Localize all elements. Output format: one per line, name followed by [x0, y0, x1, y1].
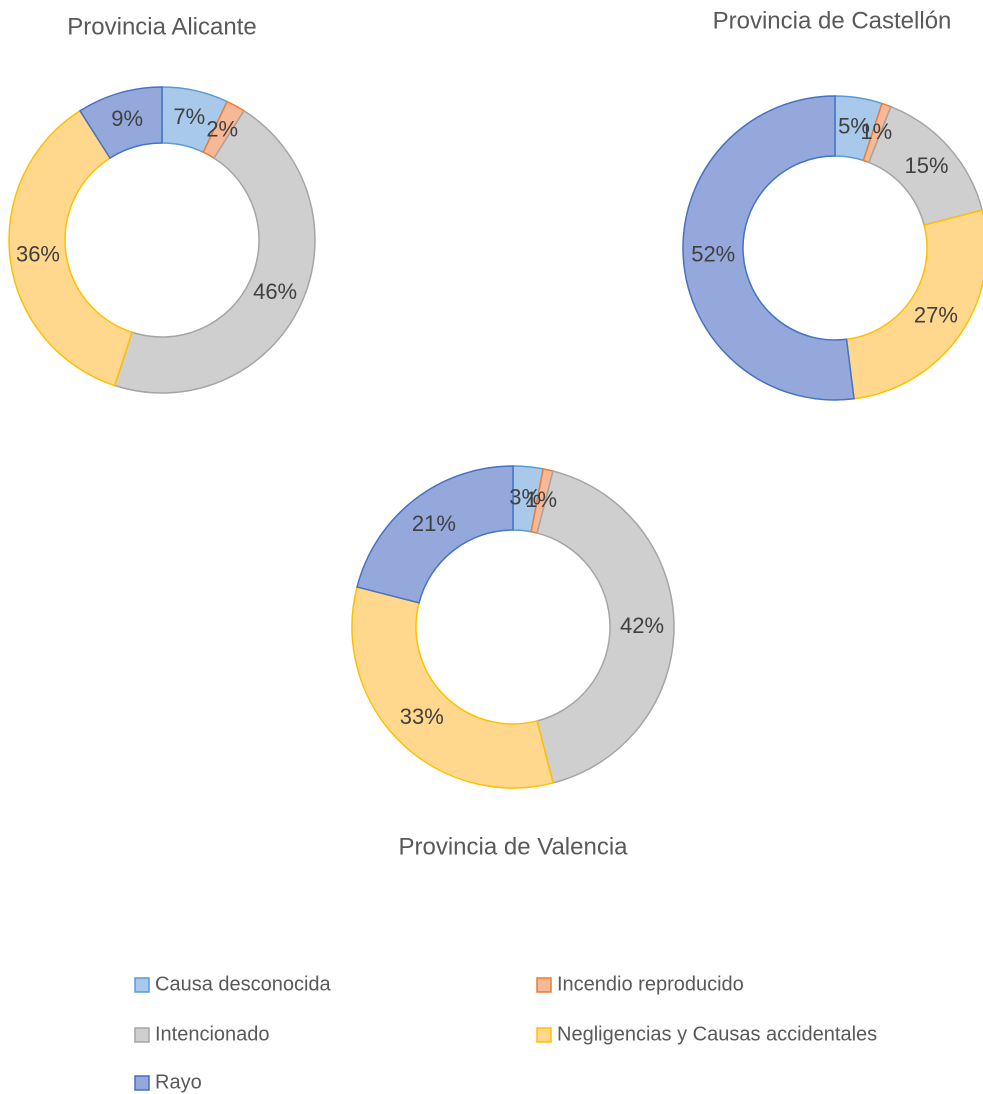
donut-segment [351, 586, 554, 789]
data-label: 9% [111, 106, 143, 131]
legend-swatch [536, 1027, 552, 1043]
legend-swatch [134, 977, 150, 993]
data-label: 7% [173, 104, 205, 129]
data-label: 36% [16, 241, 60, 266]
data-label: 15% [904, 153, 948, 178]
data-label: 46% [253, 279, 297, 304]
legend-swatch [134, 1075, 150, 1091]
donut-segment [8, 109, 133, 387]
legend-label: Causa desconocida [155, 973, 332, 995]
donut-segment [845, 209, 983, 400]
data-label: 27% [914, 302, 958, 327]
data-label: 52% [691, 241, 735, 266]
legend-swatch [134, 1027, 150, 1043]
legend-label: Incendio reproducido [557, 973, 744, 995]
data-label: 5% [838, 113, 870, 138]
legend-label: Intencionado [155, 1023, 270, 1045]
data-label: 42% [620, 613, 664, 638]
donut-segment [78, 86, 163, 160]
chart-title: Provincia de Valencia [398, 833, 628, 860]
legend-label: Negligencias y Causas accidentales [557, 1023, 877, 1045]
chart-title: Provincia de Castellón [713, 7, 952, 34]
donut-segment [682, 95, 855, 401]
data-label: 21% [412, 511, 456, 536]
donut-segment [113, 109, 316, 394]
donut-segment [356, 465, 514, 604]
donut-segment [536, 470, 675, 784]
data-label: 2% [206, 116, 238, 141]
legend-label: Rayo [155, 1071, 202, 1093]
data-label: 1% [860, 119, 892, 144]
data-label: 3% [509, 484, 541, 509]
data-label: 1% [525, 487, 557, 512]
legend-swatch [536, 977, 552, 993]
data-label: 33% [400, 704, 444, 729]
chart-title: Provincia Alicante [67, 13, 256, 40]
